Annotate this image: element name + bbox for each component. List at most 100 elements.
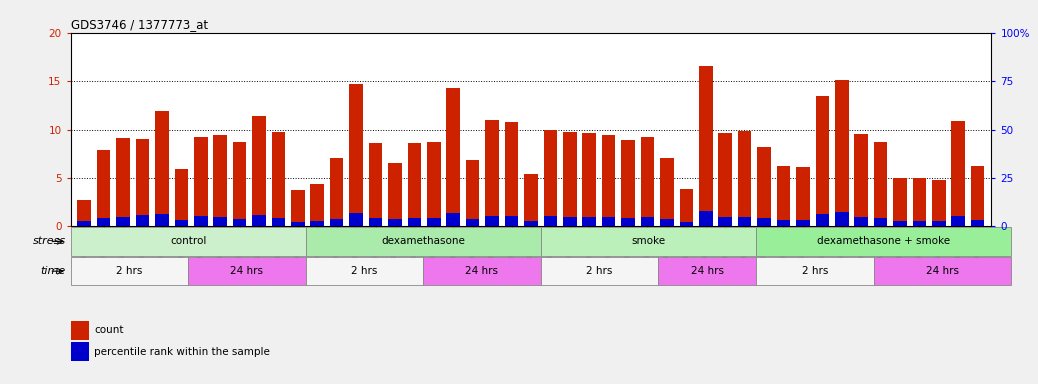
Bar [932, 221, 946, 227]
Text: 2 hrs: 2 hrs [116, 266, 142, 276]
Bar [524, 174, 538, 227]
Bar [310, 184, 324, 227]
Bar [816, 96, 829, 227]
Bar [680, 189, 693, 227]
Bar [330, 158, 344, 227]
Bar [796, 220, 810, 227]
Bar [776, 166, 790, 227]
Bar [874, 142, 887, 227]
Text: 2 hrs: 2 hrs [801, 266, 828, 276]
Bar [893, 221, 907, 227]
Bar [504, 216, 518, 227]
Bar [116, 217, 130, 227]
Bar [563, 132, 576, 227]
Bar [658, 257, 757, 285]
Bar [952, 216, 965, 227]
Text: time: time [40, 266, 66, 276]
Bar [330, 219, 344, 227]
Bar [544, 216, 557, 227]
Bar [350, 84, 363, 227]
Bar [214, 135, 227, 227]
Text: control: control [170, 237, 207, 247]
Bar [563, 217, 576, 227]
Bar [932, 180, 946, 227]
Bar [427, 142, 440, 227]
Bar [155, 111, 169, 227]
Bar [640, 217, 654, 227]
Bar [136, 215, 149, 227]
Text: dexamethasone + smoke: dexamethasone + smoke [817, 237, 950, 247]
Bar [854, 217, 868, 227]
Bar [486, 216, 499, 227]
Text: 24 hrs: 24 hrs [926, 266, 959, 276]
Bar [408, 143, 421, 227]
Bar [971, 220, 984, 227]
Bar [188, 257, 305, 285]
Bar [835, 80, 848, 227]
Bar [757, 257, 874, 285]
Bar [758, 147, 771, 227]
Bar [776, 220, 790, 227]
Text: GDS3746 / 1377773_at: GDS3746 / 1377773_at [71, 18, 208, 31]
Bar [758, 218, 771, 227]
Bar [699, 66, 712, 227]
Bar [71, 227, 305, 256]
Bar [660, 158, 674, 227]
Bar [854, 134, 868, 227]
Bar [816, 214, 829, 227]
Bar [874, 257, 1011, 285]
Bar [272, 218, 285, 227]
Bar [291, 190, 304, 227]
Bar [544, 129, 557, 227]
Bar [757, 227, 1011, 256]
Bar [602, 217, 616, 227]
Bar [424, 257, 541, 285]
Bar [174, 169, 188, 227]
Bar [408, 218, 421, 227]
Text: dexamethasone: dexamethasone [381, 237, 465, 247]
Bar [738, 131, 752, 227]
Text: 24 hrs: 24 hrs [690, 266, 723, 276]
Bar [524, 221, 538, 227]
Bar [893, 178, 907, 227]
Bar [78, 221, 91, 227]
Bar [952, 121, 965, 227]
Bar [233, 142, 246, 227]
Bar [272, 132, 285, 227]
Bar [305, 257, 424, 285]
Bar [602, 135, 616, 227]
Bar [305, 227, 541, 256]
Bar [541, 227, 757, 256]
Bar [640, 137, 654, 227]
Bar [97, 218, 110, 227]
Bar [174, 220, 188, 227]
Bar [388, 219, 402, 227]
Bar [660, 219, 674, 227]
Bar [680, 222, 693, 227]
Bar [233, 219, 246, 227]
Bar [874, 218, 887, 227]
Bar [310, 221, 324, 227]
Text: smoke: smoke [631, 237, 665, 247]
Bar [486, 120, 499, 227]
Bar [971, 166, 984, 227]
Bar [718, 217, 732, 227]
Bar [368, 218, 382, 227]
Text: 2 hrs: 2 hrs [351, 266, 378, 276]
Bar [582, 133, 596, 227]
Bar [622, 218, 635, 227]
Bar [466, 160, 480, 227]
Bar [541, 257, 658, 285]
Bar [446, 88, 460, 227]
Bar [699, 211, 712, 227]
Bar [388, 164, 402, 227]
Bar [368, 143, 382, 227]
Bar [252, 116, 266, 227]
Bar [912, 221, 926, 227]
Bar [350, 213, 363, 227]
Bar [835, 212, 848, 227]
Bar [194, 137, 208, 227]
Bar [504, 122, 518, 227]
Text: 2 hrs: 2 hrs [586, 266, 612, 276]
Bar [194, 216, 208, 227]
